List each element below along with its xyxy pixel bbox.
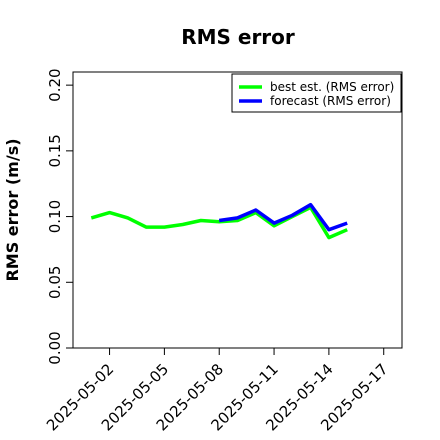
- y-axis-label: RMS error (m/s): [3, 138, 22, 281]
- y-tick-label: 0.00: [46, 331, 64, 364]
- x-axis: 2025-05-022025-05-052025-05-082025-05-11…: [43, 348, 392, 434]
- y-tick-label: 0.05: [46, 266, 64, 299]
- legend-box: [231, 73, 402, 113]
- series-layer: [90, 202, 348, 240]
- y-axis: 0.00 0.05 0.10 0.15 0.20: [46, 68, 73, 365]
- series-line-forecast: [218, 202, 348, 232]
- legend: best est. (RMS error) forecast (RMS erro…: [231, 73, 402, 113]
- legend-label-forecast: forecast (RMS error): [270, 94, 391, 108]
- y-tick-label: 0.10: [46, 200, 64, 233]
- chart-title: RMS error: [181, 25, 295, 49]
- plot-frame: [72, 71, 403, 349]
- y-tick-label: 0.15: [46, 134, 64, 167]
- series-line-best-est: [90, 205, 348, 240]
- y-tick-label: 0.20: [46, 68, 64, 101]
- legend-label-best-est: best est. (RMS error): [270, 80, 394, 94]
